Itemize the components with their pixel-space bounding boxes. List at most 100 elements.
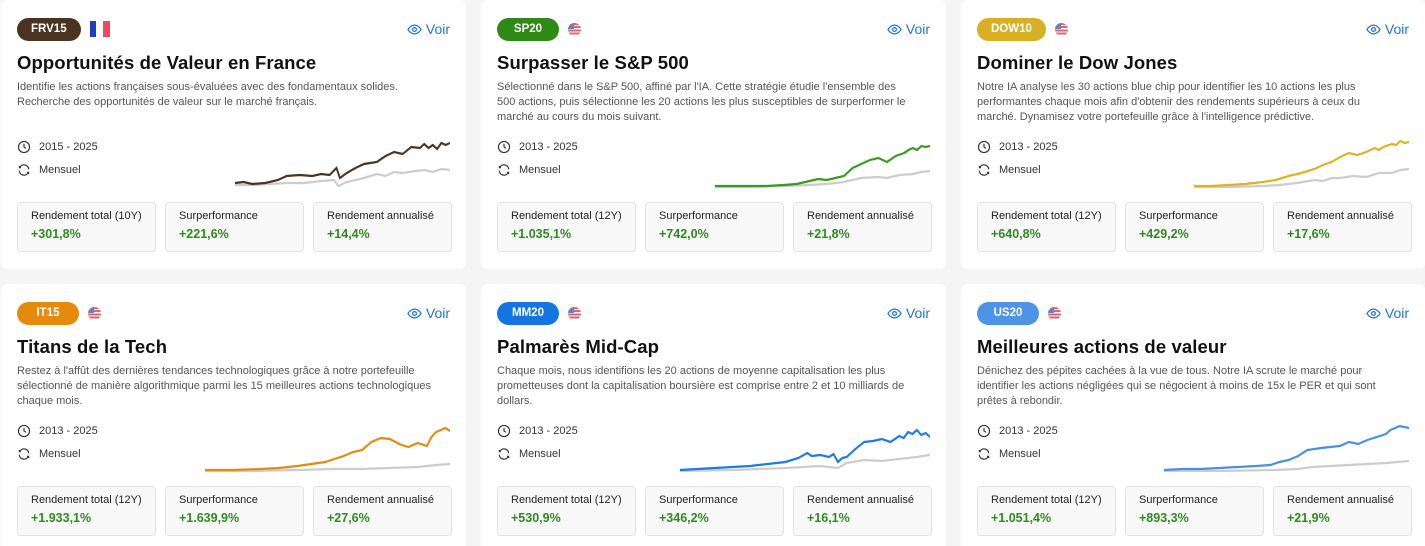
card-meta: 2013 - 2025 Mensuel <box>17 423 98 469</box>
performance-sparkline <box>715 144 930 188</box>
card-description: Identifie les actions françaises sous-év… <box>17 81 398 108</box>
stat-box: Surperformance +742,0% <box>645 202 784 252</box>
flag-france-icon <box>89 21 110 37</box>
stat-box: Surperformance +1.639,9% <box>165 486 304 536</box>
strategy-code-badge: MM20 <box>497 301 559 325</box>
frequency-text: Mensuel <box>39 164 81 176</box>
card-title: Opportunités de Valeur en France <box>17 52 317 73</box>
strategy-card[interactable]: MM20 Voir Palmarès Mid-Cap Chaque mois, … <box>481 284 946 546</box>
view-label: Voir <box>1384 305 1409 321</box>
stats-row: Rendement total (12Y) +530,9% Surperforman… <box>497 486 932 536</box>
period-text: 2013 - 2025 <box>519 141 578 153</box>
card-description: Chaque mois, nous identifions les 20 act… <box>497 365 905 407</box>
clock-icon <box>977 424 991 438</box>
strategy-card[interactable]: FRV15 Voir Opportunités de Valeur en Fra… <box>1 0 466 269</box>
stat-box: Rendement total (12Y) +640,8% <box>977 202 1116 252</box>
stat-value: +1.639,9% <box>179 511 240 525</box>
strategy-code-badge: DOW10 <box>977 17 1046 41</box>
stats-row: Rendement total (12Y) +1.035,1% Surperform… <box>497 202 932 252</box>
refresh-icon <box>978 448 990 460</box>
view-label: Voir <box>905 21 930 37</box>
frequency-text: Mensuel <box>39 448 81 460</box>
frequency-row: Mensuel <box>977 162 1058 178</box>
stat-label: Surperformance <box>659 494 738 506</box>
stat-box: Surperformance +221,6% <box>165 202 304 252</box>
card-title: Titans de la Tech <box>17 336 168 357</box>
stat-box: Rendement annualisé +14,4% <box>313 202 452 252</box>
card-meta: 2013 - 2025 Mensuel <box>977 139 1058 185</box>
clock-icon <box>497 140 511 154</box>
stats-row: Rendement total (12Y) +640,8% Surperforman… <box>977 202 1412 252</box>
stat-box: Rendement annualisé +21,8% <box>793 202 932 252</box>
card-header: SP20 Voir <box>497 17 930 41</box>
period-row: 2013 - 2025 <box>977 423 1058 439</box>
view-label: Voir <box>425 21 450 37</box>
stat-value: +893,3% <box>1139 511 1189 525</box>
strategy-card[interactable]: DOW10 Voir Dominer le Dow Jones Notre IA… <box>961 0 1425 269</box>
strategy-line <box>1194 139 1409 188</box>
strategy-code-badge: US20 <box>977 301 1039 325</box>
stat-label: Rendement annualisé <box>807 494 915 506</box>
card-title: Palmarès Mid-Cap <box>497 336 659 357</box>
period-row: 2013 - 2025 <box>17 423 98 439</box>
stats-row: Rendement total (12Y) +1.051,4% Surperform… <box>977 486 1412 536</box>
view-button[interactable]: Voir <box>1366 305 1409 321</box>
card-meta: 2013 - 2025 Mensuel <box>977 423 1058 469</box>
card-meta: 2015 - 2025 Mensuel <box>17 139 98 185</box>
card-meta: 2013 - 2025 Mensuel <box>497 423 578 469</box>
stat-label: Rendement total (12Y) <box>511 494 622 506</box>
view-button[interactable]: Voir <box>407 305 450 321</box>
strategy-line <box>205 426 450 472</box>
stat-label: Surperformance <box>659 210 738 222</box>
stat-value: +21,8% <box>807 227 850 241</box>
card-meta: 2013 - 2025 Mensuel <box>497 139 578 185</box>
card-header: DOW10 Voir <box>977 17 1409 41</box>
frequency-text: Mensuel <box>519 164 561 176</box>
stat-box: Rendement total (12Y) +1.933,1% <box>17 486 156 536</box>
stat-value: +640,8% <box>991 227 1041 241</box>
eye-icon <box>1366 307 1381 319</box>
stat-value: +530,9% <box>511 511 561 525</box>
frequency-text: Mensuel <box>999 448 1041 460</box>
stat-box: Surperformance +893,3% <box>1125 486 1264 536</box>
flag-usa-icon <box>1048 306 1061 320</box>
strategy-card[interactable]: US20 Voir Meilleures actions de valeur D… <box>961 284 1425 546</box>
stat-box: Rendement total (12Y) +1.035,1% <box>497 202 636 252</box>
stat-label: Rendement annualisé <box>1287 210 1395 222</box>
period-text: 2015 - 2025 <box>39 141 98 153</box>
stat-box: Rendement total (12Y) +530,9% <box>497 486 636 536</box>
strategy-code-badge: FRV15 <box>17 17 81 41</box>
refresh-icon <box>498 164 510 176</box>
strategy-code-badge: SP20 <box>497 17 559 41</box>
card-title: Surpasser le S&P 500 <box>497 52 689 73</box>
stats-row: Rendement total (12Y) +1.933,1% Surperform… <box>17 486 452 536</box>
performance-sparkline <box>1194 139 1409 188</box>
stat-value: +27,6% <box>327 511 370 525</box>
strategy-card[interactable]: IT15 Voir Titans de la Tech Restez à l'a… <box>1 284 466 546</box>
flag-usa-icon <box>568 22 581 36</box>
view-button[interactable]: Voir <box>1366 21 1409 37</box>
stat-label: Rendement total (12Y) <box>991 210 1102 222</box>
view-button[interactable]: Voir <box>887 305 930 321</box>
flag-usa-icon <box>1054 22 1068 36</box>
stat-value: +221,6% <box>179 227 229 241</box>
card-description: Notre IA analyse les 30 actions blue chi… <box>977 81 1361 123</box>
stat-label: Rendement total (12Y) <box>511 210 622 222</box>
stat-box: Rendement total (10Y) +301,8% <box>17 202 156 252</box>
stat-value: +14,4% <box>327 227 370 241</box>
eye-icon <box>887 23 902 35</box>
clock-icon <box>497 424 511 438</box>
strategy-line <box>680 428 930 472</box>
view-button[interactable]: Voir <box>887 21 930 37</box>
stat-value: +301,8% <box>31 227 81 241</box>
strategy-card[interactable]: SP20 Voir Surpasser le S&P 500 Sélection… <box>481 0 946 269</box>
stat-label: Rendement total (10Y) <box>31 210 142 222</box>
view-label: Voir <box>425 305 450 321</box>
view-button[interactable]: Voir <box>407 21 450 37</box>
card-header: MM20 Voir <box>497 301 930 325</box>
period-row: 2013 - 2025 <box>497 139 578 155</box>
card-description: Restez à l'affût des dernières tendances… <box>17 365 431 407</box>
stat-value: +429,2% <box>1139 227 1189 241</box>
stat-box: Surperformance +346,2% <box>645 486 784 536</box>
